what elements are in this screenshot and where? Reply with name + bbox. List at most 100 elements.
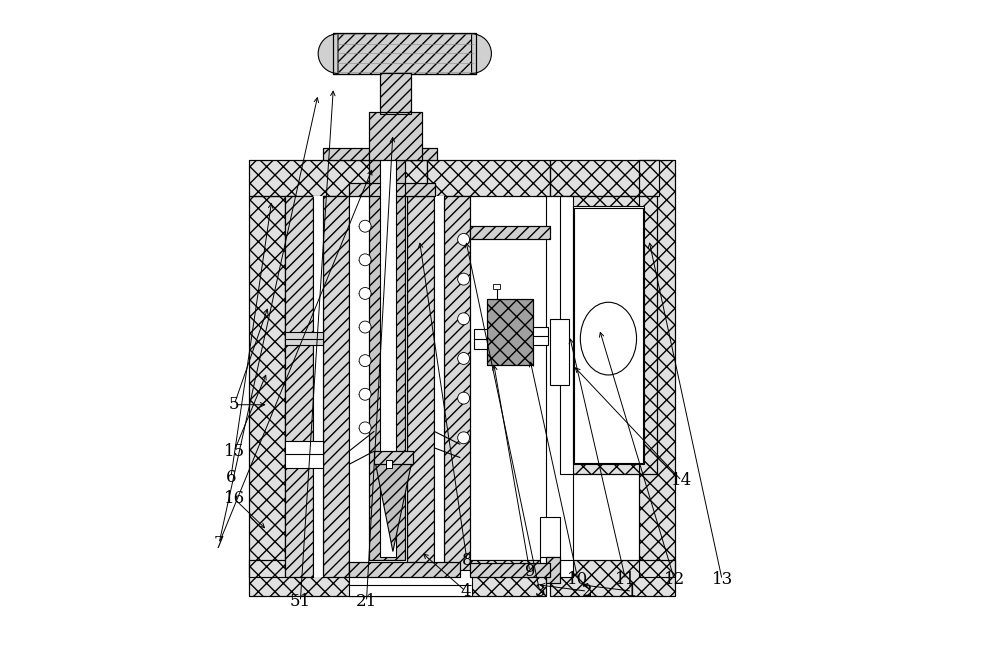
Circle shape: [458, 234, 470, 246]
Bar: [427, 160, 550, 197]
Text: 1: 1: [627, 583, 638, 600]
Text: 51: 51: [290, 593, 311, 610]
Text: 4: 4: [460, 583, 471, 600]
Text: 7: 7: [214, 535, 224, 552]
Text: 12: 12: [664, 572, 685, 588]
Bar: [639, 160, 675, 576]
Text: 5: 5: [229, 396, 239, 413]
Wedge shape: [318, 34, 338, 74]
Bar: [369, 150, 405, 560]
Bar: [434, 197, 444, 576]
Circle shape: [359, 254, 371, 266]
Circle shape: [359, 355, 371, 367]
Wedge shape: [472, 34, 491, 74]
Circle shape: [359, 288, 371, 299]
Bar: [333, 33, 476, 74]
Bar: [369, 150, 405, 560]
Text: 8: 8: [462, 552, 472, 568]
Bar: [470, 564, 550, 576]
Circle shape: [359, 422, 371, 434]
Bar: [333, 33, 476, 74]
Bar: [285, 197, 313, 576]
Circle shape: [458, 353, 470, 365]
Ellipse shape: [580, 302, 637, 375]
Bar: [349, 197, 407, 576]
Bar: [427, 160, 550, 197]
Bar: [349, 562, 460, 576]
Bar: [550, 560, 675, 596]
Circle shape: [458, 313, 470, 325]
Bar: [349, 562, 460, 576]
Bar: [249, 560, 546, 596]
Bar: [349, 570, 472, 596]
Bar: [285, 197, 313, 576]
Bar: [380, 153, 396, 557]
Text: 9: 9: [525, 563, 535, 580]
Bar: [333, 33, 476, 74]
Text: 11: 11: [615, 572, 636, 588]
Bar: [374, 451, 413, 464]
Bar: [493, 284, 500, 289]
Bar: [470, 226, 550, 240]
Bar: [349, 183, 435, 197]
Bar: [285, 441, 323, 467]
Text: 10: 10: [567, 572, 589, 588]
Circle shape: [359, 220, 371, 232]
Bar: [249, 560, 546, 596]
Circle shape: [458, 432, 470, 444]
Bar: [444, 197, 470, 576]
Bar: [474, 329, 487, 349]
Bar: [374, 451, 413, 464]
Bar: [313, 197, 323, 576]
Bar: [533, 327, 548, 345]
Text: 2: 2: [582, 583, 593, 600]
Bar: [323, 197, 349, 576]
Bar: [369, 112, 422, 160]
Text: 21: 21: [356, 593, 377, 610]
Bar: [639, 160, 675, 576]
Bar: [550, 160, 659, 197]
Bar: [546, 557, 560, 583]
Bar: [550, 319, 569, 385]
Bar: [323, 148, 437, 160]
Bar: [560, 197, 657, 474]
Bar: [380, 73, 411, 114]
Bar: [407, 197, 434, 576]
Bar: [249, 197, 285, 576]
Bar: [249, 160, 427, 197]
Bar: [546, 557, 560, 583]
Bar: [285, 332, 323, 345]
Bar: [470, 564, 550, 576]
Text: 16: 16: [224, 490, 245, 507]
Bar: [407, 197, 434, 576]
Bar: [550, 160, 659, 197]
Bar: [487, 299, 533, 365]
Bar: [249, 160, 427, 197]
Bar: [386, 459, 392, 467]
Bar: [560, 197, 657, 474]
Circle shape: [359, 388, 371, 400]
Circle shape: [458, 273, 470, 285]
Circle shape: [458, 392, 470, 404]
Bar: [470, 226, 550, 240]
Circle shape: [359, 321, 371, 333]
Bar: [550, 560, 675, 596]
Bar: [369, 112, 422, 160]
Text: 14: 14: [671, 472, 692, 489]
Text: 6: 6: [226, 469, 236, 486]
Text: 3: 3: [534, 583, 545, 600]
Text: 15: 15: [224, 442, 245, 459]
Polygon shape: [374, 457, 413, 552]
Bar: [349, 183, 435, 197]
Bar: [574, 208, 643, 463]
Text: 13: 13: [712, 572, 733, 588]
Bar: [573, 207, 644, 464]
Bar: [487, 299, 533, 365]
Bar: [444, 197, 470, 576]
Bar: [540, 517, 560, 570]
Bar: [380, 73, 411, 114]
Bar: [546, 197, 573, 576]
Bar: [323, 197, 349, 576]
Bar: [249, 197, 285, 576]
Bar: [323, 148, 437, 160]
